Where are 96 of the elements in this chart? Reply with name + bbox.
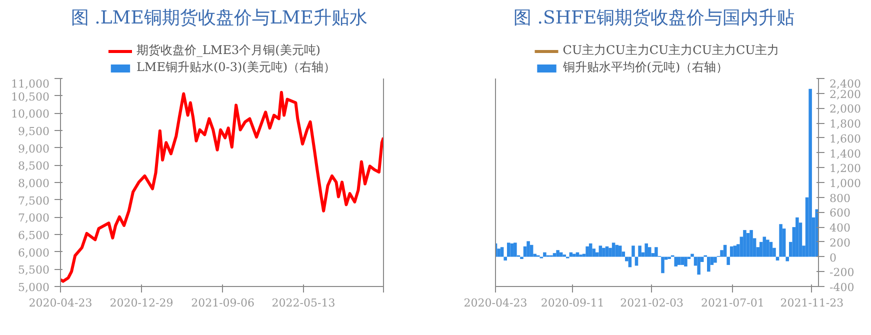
y-tick-label: 5,000 (18, 281, 50, 294)
y-tick-label: 10,000 (11, 108, 50, 121)
bar (661, 256, 664, 274)
x-tick-label: 2021-02-03 (620, 296, 684, 310)
y2-tick-label: -200 (830, 266, 854, 280)
y2-tick-label: 400 (830, 222, 850, 235)
bar (638, 246, 642, 257)
bar (726, 256, 730, 265)
bar (618, 246, 622, 257)
legend-label: 期货收盘价_LME3个月铜(美元吨) (136, 42, 320, 59)
y2-tick-label: 1,200 (830, 162, 861, 176)
x-tick-label: 2022-05-13 (272, 296, 336, 310)
bar (569, 252, 573, 257)
bar (714, 256, 717, 263)
bar (605, 246, 609, 257)
bar (556, 250, 560, 257)
bar (680, 256, 684, 265)
bar (654, 247, 658, 257)
bar (559, 252, 563, 257)
bar (733, 246, 737, 257)
bar (644, 243, 648, 257)
bar (632, 246, 635, 257)
bar (779, 224, 782, 257)
bar (648, 247, 652, 257)
bar (552, 253, 556, 257)
bar (526, 241, 530, 257)
x-tick-label: 2021-11-23 (780, 296, 844, 310)
bar (769, 242, 773, 257)
bar (500, 247, 504, 257)
bar (743, 230, 746, 257)
bar (504, 256, 507, 260)
bar (615, 244, 618, 257)
y-tick-label: 10,500 (11, 90, 50, 104)
y-tick-label: 6,500 (18, 229, 50, 242)
bar (730, 246, 734, 257)
bar (746, 233, 750, 257)
bar (750, 230, 753, 257)
y-tick-label: 9,000 (18, 142, 50, 156)
bar (520, 256, 524, 260)
bar (530, 244, 534, 257)
bar (543, 252, 546, 257)
y-tick-label: 7,500 (18, 194, 50, 208)
bar (576, 252, 580, 257)
x-tick-label: 2020-04-23 (28, 296, 92, 310)
y-tick-label: 5,500 (18, 264, 50, 277)
y-tick-label: 6,000 (18, 246, 50, 260)
y2-tick-label: 1,800 (830, 118, 861, 131)
legend-label: 铜升贴水平均价(元吨)（右轴） (562, 59, 728, 76)
chart-title: 图 .SHFE铜期货收盘价与国内升贴 (514, 8, 795, 28)
y-tick-label: 8,500 (18, 160, 50, 173)
line-series (60, 90, 384, 283)
bar (674, 256, 678, 266)
y-tick-label: 8,000 (18, 177, 50, 190)
x-tick-label: 2020-04-23 (464, 296, 528, 310)
legend-label: CU主力CU主力CU主力CU主力CU主力 (562, 42, 780, 59)
y2-tick-label: 1,400 (830, 147, 861, 160)
y2-tick-label: 0 (830, 251, 836, 264)
y2-tick-label: 800 (830, 192, 850, 205)
bar (707, 256, 710, 272)
bar (668, 256, 671, 260)
legend-label: LME铜升贴水(0-3)(美元吨)（右轴） (136, 59, 336, 76)
bar (762, 236, 766, 257)
bar (506, 242, 510, 257)
bar (677, 256, 681, 265)
bar (766, 240, 770, 257)
y2-tick-label: 200 (830, 236, 850, 250)
x-tick-label: 2020-09-11 (540, 296, 604, 310)
bar (808, 88, 812, 257)
x-tick-label: 2021-09-06 (191, 296, 255, 310)
x-tick-label: 2020-12-29 (110, 296, 174, 310)
y2-tick-label: -400 (830, 281, 854, 294)
y-tick-label: 9,500 (18, 125, 50, 138)
bar (723, 244, 727, 257)
bar (684, 256, 688, 266)
bar (690, 254, 694, 257)
bar (588, 243, 592, 257)
bar (612, 242, 616, 257)
bar (586, 246, 589, 257)
chart-title: 图 .LME铜期货收盘价与LME升贴水 (70, 8, 368, 28)
y2-tick-label: 2,200 (830, 88, 861, 101)
bar (572, 254, 576, 257)
y2-tick-label: 600 (830, 206, 850, 220)
y-tick-label: 7,000 (18, 212, 50, 225)
x-tick-label: 2021-07-01 (700, 296, 764, 310)
y2-tick-label: 1,600 (830, 132, 861, 146)
y2-tick-label: 1,000 (830, 177, 861, 190)
bar (697, 256, 700, 275)
bar (598, 246, 602, 257)
bar (602, 248, 606, 257)
bar (514, 242, 517, 257)
bar (796, 217, 799, 257)
bar (510, 243, 514, 257)
bar (786, 256, 789, 262)
y2-tick-label: 2,000 (830, 102, 861, 116)
y-tick-label: 11,000 (11, 78, 50, 90)
y2-tick-label: 2,400 (830, 78, 861, 90)
